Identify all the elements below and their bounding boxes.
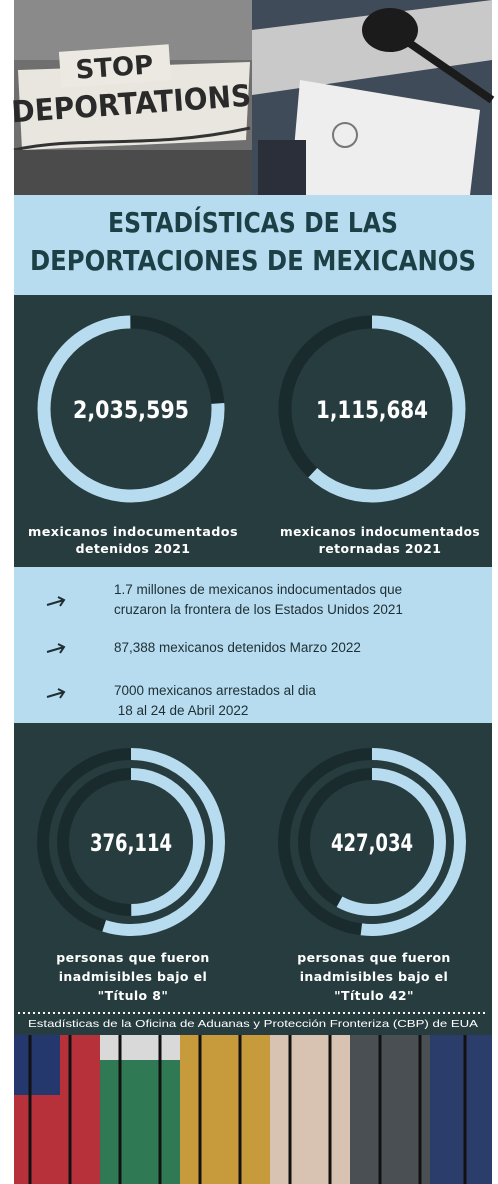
stat-caption: inadmisibles bajo el (300, 969, 448, 984)
title-line: DEPORTACIONES DE MEXICANOS (30, 244, 476, 277)
page: {"header": {"photo_text_top": "STOP", "p… (0, 0, 498, 1184)
fact-text: cruzaron la frontera de los Estados Unid… (114, 602, 403, 617)
stat-caption: retornadas 2021 (319, 541, 442, 556)
fact-text: 87,388 mexicanos detenidos Marzo 2022 (114, 640, 361, 655)
stat-value: 2,035,595 (73, 396, 189, 424)
photo-ground (14, 150, 252, 195)
passport (258, 140, 306, 195)
infographic: STOP DEPORTATIONS ESTADÍSTICAS DE LAS DE… (0, 0, 498, 1184)
photo-flag (14, 1035, 60, 1095)
stat-caption: "Título 8" (98, 988, 169, 1003)
stat-caption: personas que fueron (297, 950, 451, 965)
photo-sign (100, 1060, 180, 1184)
photo-sign (180, 1035, 270, 1184)
stat-value: 1,115,684 (316, 396, 428, 424)
photo-hands (270, 1035, 350, 1184)
stat-caption: detenidos 2021 (76, 541, 191, 556)
stat-caption: mexicanos indocumentados (28, 524, 238, 539)
source-note: Estadísticas de la Oficina de Aduanas y … (28, 1018, 478, 1030)
stat-caption: personas que fueron (56, 950, 210, 965)
footer-photos (14, 1035, 492, 1184)
stat-caption: "Título 42" (334, 988, 414, 1003)
stat-value: 376,114 (90, 829, 172, 857)
fact-text: 7000 mexicanos arrestados al dia (114, 683, 316, 698)
title-line: ESTADÍSTICAS DE LAS (108, 205, 398, 239)
photo-agent (430, 1035, 492, 1184)
fact-text: 18 al 24 de Abril 2022 (114, 703, 248, 718)
header-photos: STOP DEPORTATIONS (10, 0, 492, 195)
stat-caption: mexicanos indocumentados (280, 524, 480, 539)
stat-value: 427,034 (331, 829, 413, 857)
stat-caption: inadmisibles bajo el (59, 969, 207, 984)
fact-text: 1.7 millones de mexicanos indocumentados… (114, 582, 402, 597)
photo-cuffs (350, 1035, 430, 1184)
photo-text: STOP (75, 50, 155, 85)
